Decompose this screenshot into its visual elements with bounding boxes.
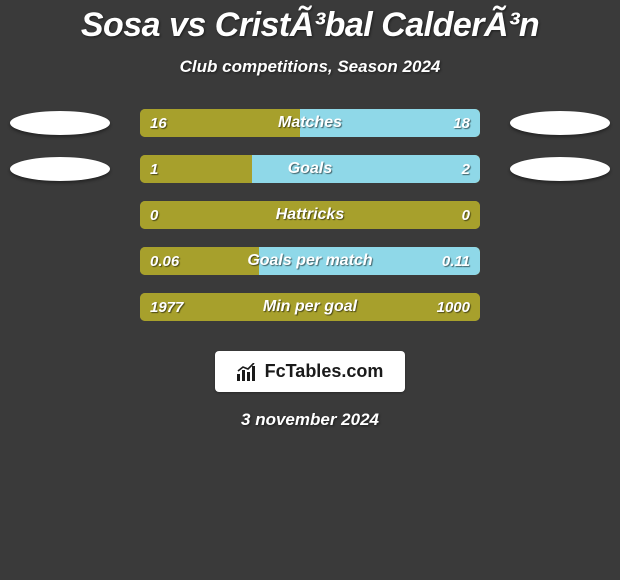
page-title: Sosa vs CristÃ³bal CalderÃ³n [0, 6, 620, 45]
stat-value-left: 16 [140, 109, 177, 137]
stat-row: 1618Matches [0, 109, 620, 137]
bar-fill-right [252, 155, 480, 183]
date-text: 3 november 2024 [0, 410, 620, 430]
stat-bar: 0.060.11Goals per match [140, 247, 480, 275]
stat-value-right: 1000 [427, 293, 480, 321]
comparison-chart: Sosa vs CristÃ³bal CalderÃ³n Club compet… [0, 0, 620, 430]
subtitle: Club competitions, Season 2024 [0, 57, 620, 77]
stat-value-right: 0 [452, 201, 480, 229]
chart-icon [237, 363, 259, 381]
stat-bar: 1618Matches [140, 109, 480, 137]
stat-value-left: 0 [140, 201, 168, 229]
stat-bar: 00Hattricks [140, 201, 480, 229]
stat-value-left: 1 [140, 155, 168, 183]
player-avatar-right [510, 111, 610, 135]
stat-bar: 12Goals [140, 155, 480, 183]
stat-value-right: 2 [452, 155, 480, 183]
stat-value-right: 0.11 [432, 247, 480, 275]
brand-box: FcTables.com [215, 351, 406, 392]
player-avatar-left [10, 111, 110, 135]
brand-text: FcTables.com [265, 361, 384, 382]
stat-row: 00Hattricks [0, 201, 620, 229]
player-avatar-left [10, 157, 110, 181]
stat-bar: 19771000Min per goal [140, 293, 480, 321]
stat-row: 0.060.11Goals per match [0, 247, 620, 275]
player-avatar-right [510, 157, 610, 181]
stat-value-right: 18 [443, 109, 480, 137]
stat-row: 12Goals [0, 155, 620, 183]
stat-value-left: 1977 [140, 293, 193, 321]
bar-fill-left [140, 201, 480, 229]
stat-row: 19771000Min per goal [0, 293, 620, 321]
stat-value-left: 0.06 [140, 247, 189, 275]
stat-rows: 1618Matches12Goals00Hattricks0.060.11Goa… [0, 109, 620, 321]
